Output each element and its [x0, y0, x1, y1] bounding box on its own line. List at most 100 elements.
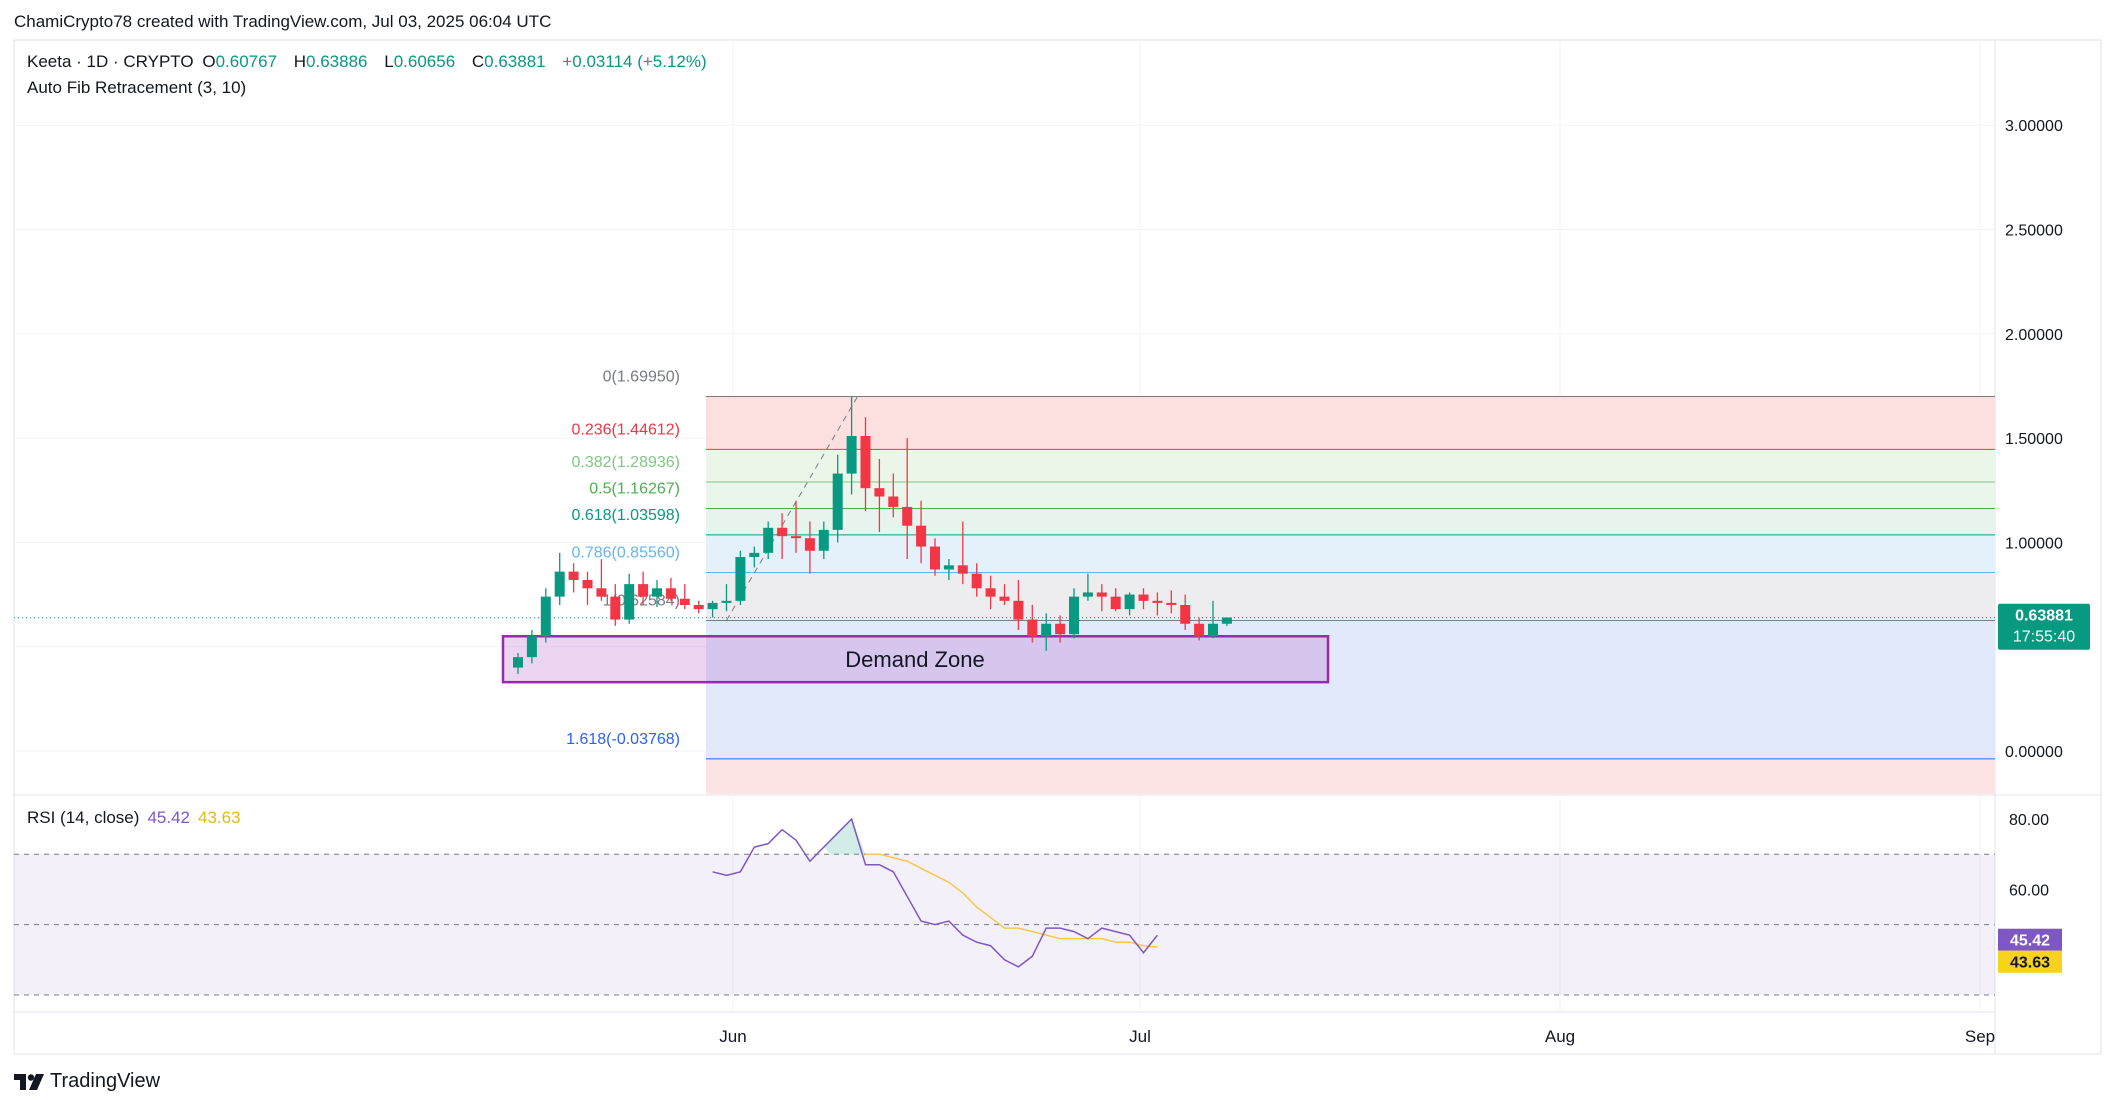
fib-indicator-label[interactable]: Auto Fib Retracement (3, 10) [27, 78, 247, 97]
candle-body [1152, 600, 1163, 603]
candle-body [971, 573, 982, 589]
last-price-value: 0.63881 [2015, 608, 2073, 625]
fib-zone-6 [706, 620, 1995, 759]
fib-label-4: 0.618(1.03598) [571, 507, 680, 524]
candle-body [832, 473, 843, 530]
high-value: 0.63886 [306, 52, 368, 71]
fib-zone-2 [706, 482, 1995, 509]
tradingview-icon [14, 1073, 44, 1090]
candle-body [1055, 623, 1066, 635]
fib-label-5: 0.786(0.85560) [571, 545, 680, 562]
rsi-line [712, 817, 1158, 968]
candle-body [860, 436, 871, 489]
candle-body [1027, 619, 1038, 637]
price-tick-label: 2.00000 [2005, 327, 2063, 344]
chart-caption: ChamiCrypto78 created with TradingView.c… [14, 12, 552, 31]
candle-body [721, 600, 732, 603]
close-label: C [471, 52, 485, 71]
rsi-ma-tag [1998, 950, 2062, 973]
candle-body [568, 571, 579, 580]
candle-body [957, 565, 968, 574]
candle-body [1013, 600, 1024, 620]
countdown-value: 17:55:40 [2013, 629, 2075, 646]
candle-body [999, 596, 1010, 601]
price-tick-label: 0.00000 [2005, 744, 2063, 761]
fib-zone-0 [706, 396, 1995, 450]
fib-label-2: 0.382(1.28936) [571, 454, 680, 471]
rsi-value-tag-text: 45.42 [2010, 933, 2050, 950]
price-tick-label: 3.00000 [2005, 118, 2063, 135]
candle-body [804, 538, 815, 551]
fib-label-1: 0.236(1.44612) [571, 421, 680, 438]
rsi-ma-value: 43.63 [197, 808, 241, 827]
candle-body [693, 604, 704, 610]
candle-body [1069, 596, 1079, 635]
candle-body [1180, 604, 1191, 624]
candle-body [1124, 594, 1135, 610]
candle-body [1041, 623, 1052, 637]
candle-body [902, 506, 913, 526]
fib-zone-5 [706, 572, 1995, 621]
fib-label-6: 1(0.62584) [603, 592, 680, 609]
fib-extension-zone [706, 758, 1995, 794]
rsi-ma-line [865, 853, 1158, 948]
candle-body [1138, 594, 1149, 601]
rsi-legend[interactable]: RSI (14, close) 45.42 43.63 [27, 808, 241, 828]
tradingview-wordmark: TradingView [50, 1070, 161, 1092]
candle-body [749, 552, 760, 558]
time-tick-label: Jun [719, 1027, 746, 1046]
candle-body [777, 527, 788, 537]
candle-body [985, 588, 996, 597]
candle-body [874, 488, 885, 497]
candle-body [526, 636, 537, 658]
high-label: H [293, 52, 307, 71]
candle-body [1166, 602, 1177, 605]
fib-zone-1 [706, 449, 1995, 483]
candle-body [1082, 592, 1093, 597]
rsi-tick-label: 80.00 [2009, 812, 2049, 829]
candle-body [1194, 623, 1205, 637]
candle-body [1096, 592, 1107, 597]
tradingview-logo[interactable]: TradingView [14, 1070, 160, 1093]
open-value: 0.60767 [215, 52, 278, 71]
rsi-overbought-fill [823, 819, 866, 855]
open-label: O [202, 52, 216, 71]
symbol-name[interactable]: Keeta · 1D · CRYPTO [27, 52, 194, 71]
price-tick-label: 1.00000 [2005, 535, 2063, 552]
price-tick-label: 2.50000 [2005, 223, 2063, 240]
candle-body [652, 588, 662, 597]
candle-body [1110, 596, 1121, 610]
fib-label-0: 0(1.69950) [603, 368, 680, 385]
candle-body [916, 525, 927, 547]
price-tick-label: 1.50000 [2005, 431, 2063, 448]
candle-body [888, 496, 899, 507]
close-value: 0.63881 [484, 52, 546, 71]
fib-zone-3 [706, 508, 1995, 535]
time-tick-label: Aug [1545, 1027, 1575, 1046]
fib-zone-4 [706, 534, 1995, 573]
candle-body [610, 596, 621, 620]
candle-body [624, 584, 635, 620]
candle-body [513, 657, 523, 668]
candle-body [596, 588, 607, 597]
candle-body [679, 598, 690, 605]
candle-body [1221, 617, 1232, 624]
rsi-ma-tag-text: 43.63 [2010, 955, 2050, 972]
rsi-value-tag [1998, 928, 2062, 951]
change-value: +0.03114 (+5.12%) [562, 52, 707, 71]
chart-frame [13, 39, 2102, 1055]
candle-body [846, 436, 857, 474]
rsi-label: RSI (14, close) [27, 808, 140, 827]
candle-body [554, 571, 565, 597]
low-label: L [384, 52, 394, 71]
candle-body [1208, 623, 1218, 637]
time-tick-label: Jul [1129, 1027, 1151, 1046]
candle-body [638, 584, 649, 597]
candle-body [582, 579, 593, 589]
time-tick-label: Sep [1965, 1027, 1995, 1046]
candle-body [791, 536, 801, 539]
symbol-ohlc-legend[interactable]: Keeta · 1D · CRYPTO O0.60767 H0.63886 L 0… [27, 52, 719, 72]
demand-zone-label: Demand Zone [845, 647, 984, 672]
candle-body [818, 529, 829, 551]
